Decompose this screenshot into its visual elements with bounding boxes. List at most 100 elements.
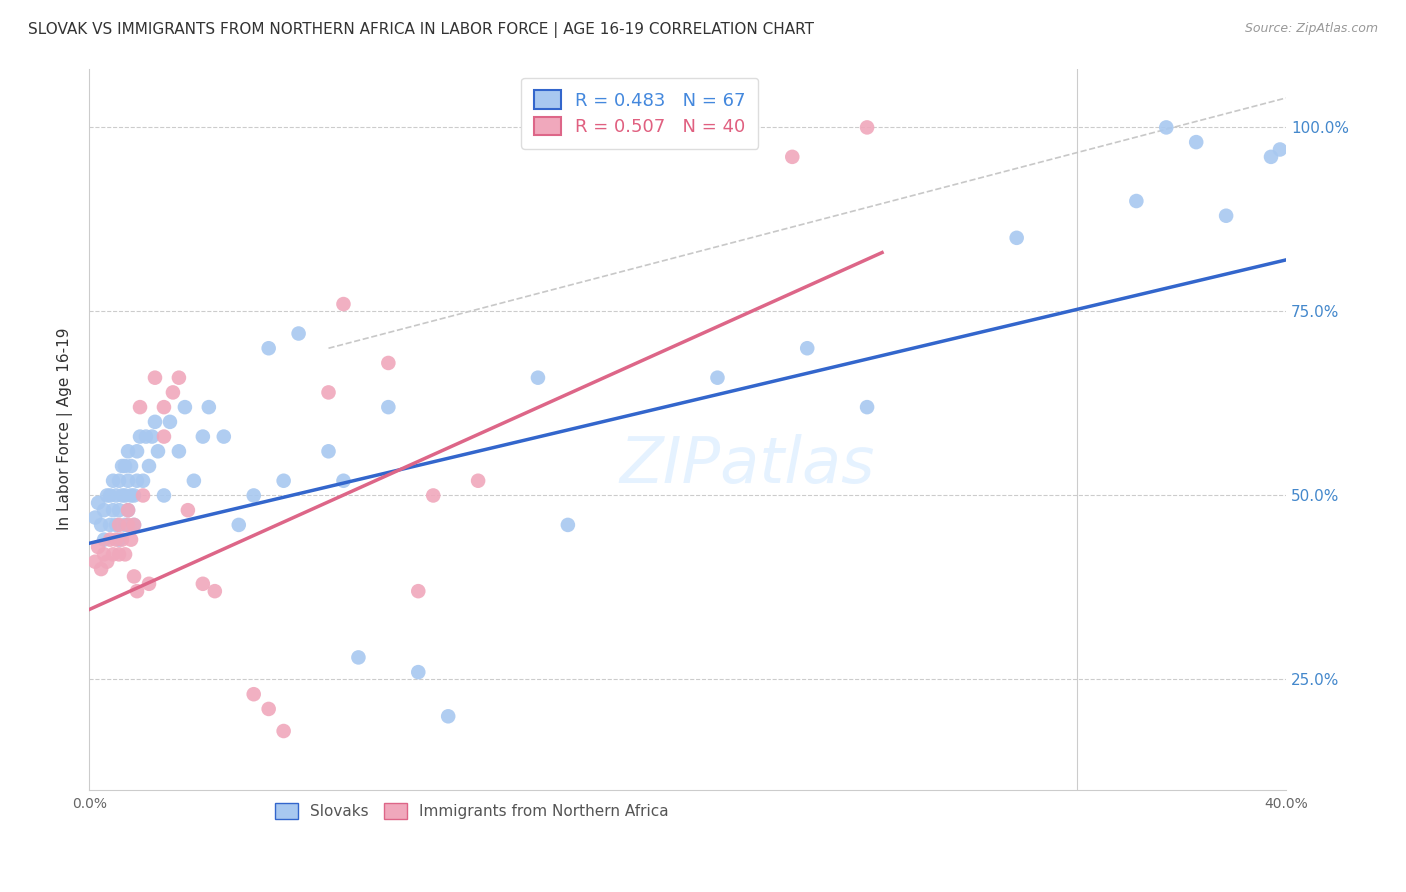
Point xyxy=(318,385,340,400)
Point xyxy=(135,429,157,443)
Point xyxy=(111,533,134,547)
Point xyxy=(114,458,136,473)
Point xyxy=(796,341,818,355)
Point xyxy=(138,576,160,591)
Point xyxy=(146,444,169,458)
Point xyxy=(117,503,139,517)
Point xyxy=(177,503,200,517)
Point xyxy=(93,503,115,517)
Point xyxy=(191,429,214,443)
Point xyxy=(93,533,115,547)
Point xyxy=(98,488,121,502)
Point xyxy=(527,370,550,384)
Point xyxy=(117,474,139,488)
Point xyxy=(318,444,340,458)
Point xyxy=(96,488,118,502)
Point xyxy=(377,400,399,414)
Point xyxy=(159,415,181,429)
Point xyxy=(129,429,152,443)
Point xyxy=(377,356,399,370)
Point xyxy=(111,458,134,473)
Point xyxy=(422,488,444,502)
Point xyxy=(242,687,264,701)
Point xyxy=(257,341,280,355)
Point xyxy=(1260,150,1282,164)
Point xyxy=(122,569,145,583)
Point xyxy=(198,400,221,414)
Point xyxy=(153,488,176,502)
Point xyxy=(120,488,142,502)
Point xyxy=(162,385,184,400)
Point xyxy=(98,533,121,547)
Point xyxy=(1156,120,1178,135)
Point xyxy=(120,533,142,547)
Point xyxy=(114,547,136,561)
Point xyxy=(406,665,429,680)
Point xyxy=(125,474,148,488)
Point xyxy=(856,400,879,414)
Point xyxy=(101,474,124,488)
Point xyxy=(125,584,148,599)
Point xyxy=(132,488,155,502)
Point xyxy=(174,400,197,414)
Point xyxy=(122,488,145,502)
Point xyxy=(108,547,131,561)
Point xyxy=(96,555,118,569)
Point xyxy=(98,517,121,532)
Point xyxy=(273,474,295,488)
Legend: Slovaks, Immigrants from Northern Africa: Slovaks, Immigrants from Northern Africa xyxy=(269,797,675,826)
Point xyxy=(87,540,110,554)
Point xyxy=(132,474,155,488)
Point xyxy=(212,429,235,443)
Point xyxy=(437,709,460,723)
Point xyxy=(242,488,264,502)
Point xyxy=(273,724,295,739)
Point xyxy=(108,533,131,547)
Point xyxy=(332,297,354,311)
Point xyxy=(105,533,128,547)
Point xyxy=(90,517,112,532)
Point xyxy=(153,429,176,443)
Point xyxy=(108,474,131,488)
Point xyxy=(191,576,214,591)
Point xyxy=(557,517,579,532)
Point xyxy=(706,370,728,384)
Point xyxy=(1185,135,1208,149)
Point xyxy=(167,444,190,458)
Point xyxy=(108,517,131,532)
Point xyxy=(332,474,354,488)
Y-axis label: In Labor Force | Age 16-19: In Labor Force | Age 16-19 xyxy=(58,328,73,531)
Point xyxy=(108,503,131,517)
Point xyxy=(183,474,205,488)
Point xyxy=(117,444,139,458)
Point xyxy=(1005,231,1028,245)
Text: Source: ZipAtlas.com: Source: ZipAtlas.com xyxy=(1244,22,1378,36)
Point xyxy=(167,370,190,384)
Point xyxy=(114,488,136,502)
Point xyxy=(120,458,142,473)
Point xyxy=(117,503,139,517)
Point xyxy=(105,488,128,502)
Point xyxy=(84,510,107,524)
Point xyxy=(101,547,124,561)
Text: ZIPatlas: ZIPatlas xyxy=(620,434,875,496)
Point xyxy=(111,488,134,502)
Text: SLOVAK VS IMMIGRANTS FROM NORTHERN AFRICA IN LABOR FORCE | AGE 16-19 CORRELATION: SLOVAK VS IMMIGRANTS FROM NORTHERN AFRIC… xyxy=(28,22,814,38)
Point xyxy=(257,702,280,716)
Point xyxy=(1215,209,1237,223)
Point xyxy=(143,415,166,429)
Point xyxy=(780,150,803,164)
Point xyxy=(122,517,145,532)
Point xyxy=(287,326,309,341)
Point xyxy=(84,555,107,569)
Point xyxy=(101,503,124,517)
Point xyxy=(204,584,226,599)
Point xyxy=(347,650,370,665)
Point xyxy=(122,517,145,532)
Point xyxy=(406,584,429,599)
Point xyxy=(143,370,166,384)
Point xyxy=(93,547,115,561)
Point xyxy=(467,474,489,488)
Point xyxy=(141,429,163,443)
Point xyxy=(856,120,879,135)
